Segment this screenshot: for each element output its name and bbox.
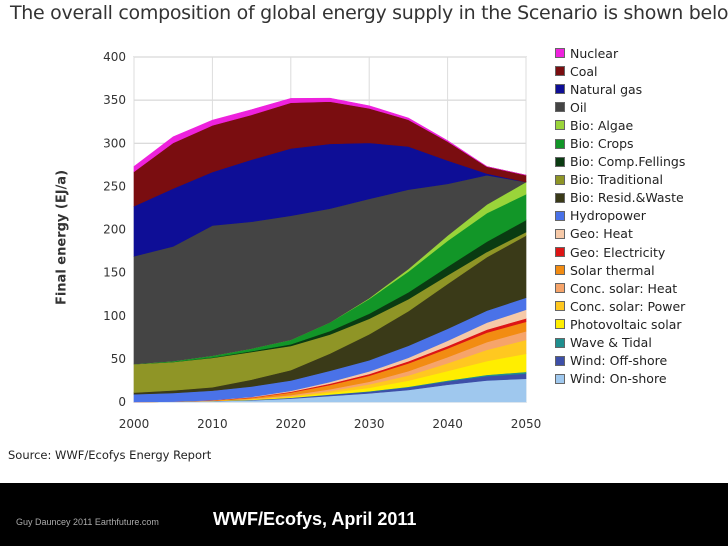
legend-item: Coal [555,62,685,80]
legend-label: Nuclear [570,45,619,61]
area-nuclear [133,97,527,176]
y-tick-label: 250 [103,179,126,193]
legend-swatch [555,120,565,131]
legend-label: Hydropower [570,208,646,224]
legend-label: Solar thermal [570,262,655,278]
legend-swatch [555,228,565,239]
legend-swatch [555,174,565,185]
legend-swatch [555,84,565,95]
x-axis-ticks: 2000 2010 2020 2030 2040 2050 [119,417,542,431]
legend-swatch [555,301,565,312]
y-tick-label: 300 [103,136,126,150]
legend-swatch [555,138,565,149]
legend-item: Solar thermal [555,261,685,279]
footer-bar [0,483,728,546]
legend-swatch [555,210,565,221]
area-series [133,97,527,403]
legend-swatch [555,283,565,294]
chart-legend: Nuclear Coal Natural gas Oil Bio: Algae Bio: … [555,44,685,388]
stacked-area-chart: 0 50 100 150 200 250 300 350 400 2000 2010 2020 203… [103,50,542,431]
y-axis-ticks: 0 50 100 150 200 250 300 350 400 [103,50,126,409]
legend-label: Conc. solar: Power [570,298,686,314]
legend-item: Hydropower [555,207,685,225]
legend-swatch [555,102,565,113]
y-tick-label: 350 [103,93,126,107]
legend-label: Geo: Electricity [570,244,666,260]
legend-item: Wind: Off-shore [555,352,685,370]
legend-item: Photovoltaic solar [555,315,685,333]
legend-label: Bio: Resid.&Waste [570,190,684,206]
legend-item: Conc. solar: Heat [555,279,685,297]
legend-swatch [555,192,565,203]
legend-item: Natural gas [555,80,685,98]
legend-item: Bio: Traditional [555,171,685,189]
y-tick-label: 150 [103,266,126,280]
legend-item: Oil [555,98,685,116]
x-tick-label: 2000 [119,417,150,431]
legend-label: Oil [570,99,587,115]
legend-item: Bio: Resid.&Waste [555,189,685,207]
x-tick-label: 2030 [354,417,385,431]
source-note: Source: WWF/Ecofys Energy Report [8,448,212,462]
legend-swatch [555,355,565,366]
legend-label: Wind: On-shore [570,371,667,387]
y-axis-label: Final energy (EJ/a) [54,169,70,306]
legend-item: Geo: Electricity [555,243,685,261]
legend-label: Bio: Comp.Fellings [570,154,686,170]
legend-swatch [555,66,565,77]
legend-swatch [555,247,565,258]
legend-item: Wind: On-shore [555,370,685,388]
footer-caption: WWF/Ecofys, April 2011 [213,509,417,529]
legend-label: Wave & Tidal [570,335,652,351]
legend-swatch [555,265,565,276]
legend-swatch [555,319,565,330]
legend-label: Conc. solar: Heat [570,280,678,296]
legend-swatch [555,373,565,384]
legend-item: Bio: Algae [555,116,685,134]
footer-credit: Guy Dauncey 2011 Earthfuture.com [16,517,159,527]
y-tick-label: 50 [111,352,126,366]
legend-item: Bio: Crops [555,134,685,152]
x-tick-label: 2040 [432,417,463,431]
legend-label: Natural gas [570,81,643,97]
legend-swatch [555,48,565,59]
y-tick-label: 0 [118,395,126,409]
legend-label: Bio: Crops [570,136,634,152]
slide-title: The overall composition of global energy… [10,2,728,24]
legend-item: Geo: Heat [555,225,685,243]
x-tick-label: 2010 [197,417,228,431]
y-tick-label: 100 [103,309,126,323]
y-tick-label: 200 [103,223,126,237]
legend-swatch [555,337,565,348]
legend-swatch [555,156,565,167]
x-tick-label: 2020 [276,417,307,431]
legend-item: Conc. solar: Power [555,297,685,315]
legend-label: Wind: Off-shore [570,353,668,369]
legend-label: Bio: Traditional [570,172,663,188]
legend-label: Photovoltaic solar [570,316,682,332]
legend-item: Nuclear [555,44,685,62]
y-tick-label: 400 [103,50,126,64]
legend-item: Wave & Tidal [555,334,685,352]
legend-label: Bio: Algae [570,117,634,133]
legend-label: Coal [570,63,598,79]
legend-item: Bio: Comp.Fellings [555,153,685,171]
x-tick-label: 2050 [511,417,542,431]
legend-label: Geo: Heat [570,226,633,242]
